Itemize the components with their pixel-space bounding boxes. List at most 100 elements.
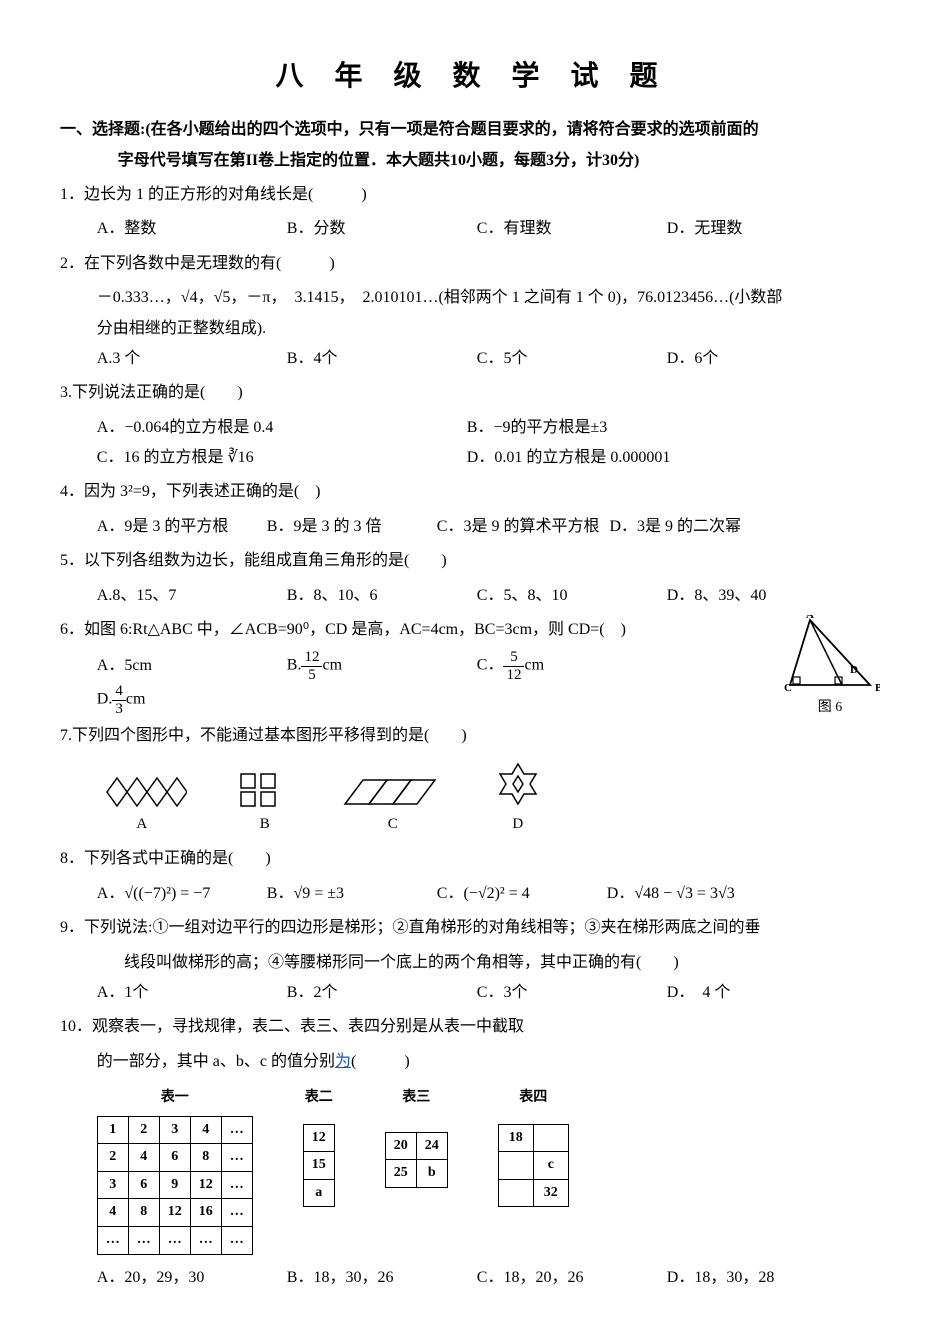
q3-options-row2: C．16 的立方根是 ∛16 D．0.01 的立方根是 0.000001 <box>97 443 885 473</box>
q6-opt-d: D.43cm <box>97 683 277 717</box>
q3-opt-c: C．16 的立方根是 ∛16 <box>97 443 457 473</box>
q3-opt-b: B．−9的平方根是±3 <box>467 413 827 443</box>
table-cell: 3 <box>97 1171 128 1199</box>
figure-6-label: 图 6 <box>775 695 885 722</box>
question-10-cont: 的一部分，其中 a、b、c 的值分别为( ) <box>97 1047 885 1077</box>
question-1: 1．边长为 1 的正方形的对角线长是( ) <box>60 180 885 210</box>
pattern-a: A <box>97 776 187 839</box>
section-header: 一、选择题:(在各小题给出的四个选项中，只有一项是符合题目要求的，请将符合要求的… <box>60 115 885 176</box>
table-cell: 12 <box>190 1171 221 1199</box>
section-header-line1: 一、选择题:(在各小题给出的四个选项中，只有一项是符合题目要求的，请将符合要求的… <box>60 121 759 138</box>
q2-opt-d: D．6个 <box>667 344 847 374</box>
q8-opt-d: D．√48 − √3 = 3√3 <box>607 879 767 909</box>
q3-options-row1: A．−0.064的立方根是 0.4 B．−9的平方根是±3 <box>97 413 885 443</box>
table-cell: 4 <box>97 1199 128 1227</box>
table-2: 1215a <box>303 1124 335 1208</box>
table-cell <box>498 1179 533 1207</box>
table-cell: 8 <box>190 1144 221 1172</box>
table-cell: … <box>221 1199 252 1227</box>
q4-opt-b: B．9是 3 的 3 倍 <box>267 512 427 542</box>
section-header-line2: 字母代号填写在第II卷上指定的位置．本大题共10小题，每题3分，计30分) <box>118 146 885 176</box>
parallelograms-icon <box>343 776 443 808</box>
q6-opt-c: C．512cm <box>477 649 657 683</box>
table-4-block: 表四 18c32 <box>498 1085 569 1207</box>
q2-opt-a: A.3 个 <box>97 344 277 374</box>
table-2-block: 表二 1215a <box>303 1085 335 1207</box>
table-cell: … <box>221 1116 252 1144</box>
table-cell <box>533 1124 568 1152</box>
q10-opt-d: D．18，30，28 <box>667 1263 847 1293</box>
question-9: 9．下列说法:①一组对边平行的四边形是梯形；②直角梯形的对角线相等；③夹在梯形两… <box>60 913 885 943</box>
table-cell: 1 <box>97 1116 128 1144</box>
q10-opt-b: B．18，30，26 <box>287 1263 467 1293</box>
q2-list: －0.333…，√4，√5，－π， 3.1415， 2.010101…(相邻两个… <box>97 283 885 313</box>
table-cell: 2 <box>97 1144 128 1172</box>
table-cell: 8 <box>128 1199 159 1227</box>
q4-options: A．9是 3 的平方根 B．9是 3 的 3 倍 C．3是 9 的算术平方根 D… <box>97 512 885 542</box>
table-cell: 9 <box>159 1171 190 1199</box>
q1-opt-c: C．有理数 <box>477 214 657 244</box>
svg-text:A: A <box>806 615 814 621</box>
table-cell: b <box>416 1160 447 1188</box>
table-cell: 25 <box>385 1160 416 1188</box>
tables-row: 表一 1234…2468…36912…481216……………… 表二 1215a… <box>97 1085 885 1255</box>
pattern-c: C <box>343 776 443 839</box>
question-7: 7.下列四个图形中，不能通过基本图形平移得到的是( ) <box>60 721 885 751</box>
table-cell: … <box>159 1227 190 1255</box>
q4-opt-d: D．3是 9 的二次幂 <box>609 512 769 542</box>
table-cell: … <box>128 1227 159 1255</box>
pattern-b: B <box>237 772 293 839</box>
table-3: 202425b <box>385 1132 448 1188</box>
table-cell: c <box>533 1152 568 1180</box>
question-10: 10．观察表一，寻找规律，表二、表三、表四分别是从表一中截取 <box>60 1012 885 1042</box>
q8-opt-b: B．√9 = ±3 <box>267 879 427 909</box>
q4-opt-c: C．3是 9 的算术平方根 <box>437 512 600 542</box>
q4-opt-a: A．9是 3 的平方根 <box>97 512 257 542</box>
pattern-d: D <box>493 762 543 839</box>
q1-opt-b: B．分数 <box>287 214 467 244</box>
q6-opt-b: B.125cm <box>287 649 467 683</box>
q6-opt-a: A．5cm <box>97 651 277 681</box>
q3-opt-d: D．0.01 的立方根是 0.000001 <box>467 443 827 473</box>
squares-icon <box>237 772 293 808</box>
question-9-cont: 线段叫做梯形的高；④等腰梯形同一个底上的两个角相等，其中正确的有( ) <box>124 948 885 978</box>
q2-opt-b: B．4个 <box>287 344 467 374</box>
svg-text:B: B <box>875 682 880 694</box>
table-cell: 12 <box>303 1124 334 1152</box>
question-4: 4．因为 3²=9，下列表述正确的是( ) <box>60 477 885 507</box>
q2-opt-c: C．5个 <box>477 344 657 374</box>
svg-text:D: D <box>850 664 858 676</box>
table-cell: 6 <box>128 1171 159 1199</box>
table-1-block: 表一 1234…2468…36912…481216……………… <box>97 1085 253 1255</box>
q10-opt-a: A．20，29，30 <box>97 1263 277 1293</box>
star-icon <box>493 762 543 808</box>
svg-text:C: C <box>784 682 792 694</box>
q10-opt-c: C．18，20，26 <box>477 1263 657 1293</box>
q8-opt-c: C．(−√2)² = 4 <box>437 879 597 909</box>
table-cell: a <box>303 1179 334 1207</box>
q6-options: A．5cm B.125cm C．512cm D.43cm <box>97 649 765 717</box>
table-cell: … <box>221 1227 252 1255</box>
table-cell: 24 <box>416 1132 447 1160</box>
page-title: 八 年 级 数 学 试 题 <box>60 50 885 103</box>
q8-options: A．√((−7)²) = −7 B．√9 = ±3 C．(−√2)² = 4 D… <box>97 879 885 909</box>
table-cell: 16 <box>190 1199 221 1227</box>
table-cell: 20 <box>385 1132 416 1160</box>
q5-opt-d: D．8、39、40 <box>667 581 847 611</box>
q1-options: A．整数 B．分数 C．有理数 D．无理数 <box>97 214 885 244</box>
q1-opt-a: A．整数 <box>97 214 277 244</box>
q1-opt-d: D．无理数 <box>667 214 847 244</box>
q10-options: A．20，29，30 B．18，30，26 C．18，20，26 D．18，30… <box>97 1263 885 1293</box>
q5-opt-c: C．5、8、10 <box>477 581 657 611</box>
q5-options: A.8、15、7 B．8、10、6 C．5、8、10 D．8、39、40 <box>97 581 885 611</box>
table-cell: 32 <box>533 1179 568 1207</box>
table-cell: 3 <box>159 1116 190 1144</box>
underlined-word: 为 <box>335 1053 351 1070</box>
q2-list2: 分由相继的正整数组成). <box>97 314 885 344</box>
q3-opt-a: A．−0.064的立方根是 0.4 <box>97 413 457 443</box>
question-2: 2．在下列各数中是无理数的有( ) <box>60 249 885 279</box>
table-cell: … <box>97 1227 128 1255</box>
question-6: 6．如图 6:Rt△ABC 中，∠ACB=90⁰，CD 是高，AC=4cm，BC… <box>60 615 885 645</box>
q7-patterns: A B C D <box>97 762 885 839</box>
q2-options: A.3 个 B．4个 C．5个 D．6个 <box>97 344 885 374</box>
